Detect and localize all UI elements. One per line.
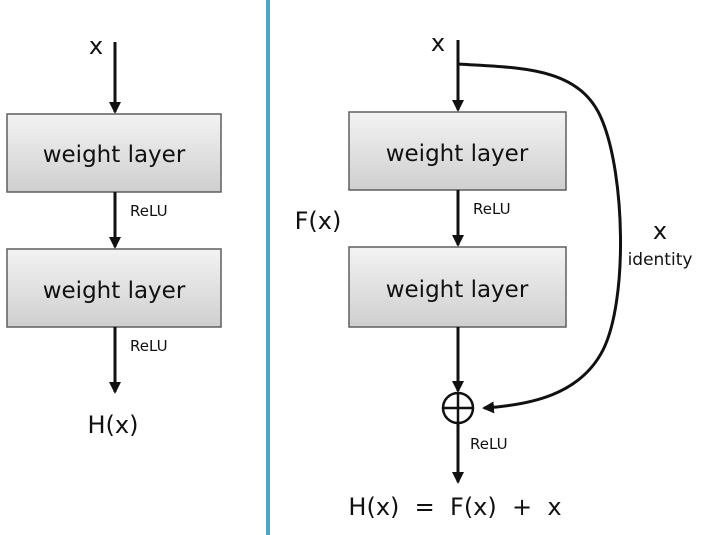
plain-weight-layer-1: weight layer <box>6 113 222 193</box>
residual-block: x weight layer F(x) ReLU weight layer x … <box>295 29 693 521</box>
shortcut-identity-label: identity <box>628 250 693 270</box>
residual-weight-layer-1-label: weight layer <box>386 141 529 167</box>
plain-relu-1-label: ReLU <box>130 202 168 220</box>
residual-weight-layer-2-label: weight layer <box>386 277 529 303</box>
residual-output-equation: H(x) = F(x) + x <box>348 493 561 521</box>
plain-relu-2-label: ReLU <box>130 337 168 355</box>
identity-shortcut-arrow <box>457 62 622 414</box>
residual-relu-after-sum-label: ReLU <box>470 435 508 453</box>
residual-weight-layer-2: weight layer <box>348 246 567 328</box>
plain-weight-layer-2: weight layer <box>6 248 222 328</box>
residual-weight-layer-1: weight layer <box>348 111 567 191</box>
residual-fx-label: F(x) <box>295 207 342 235</box>
shortcut-x-label: x <box>653 217 667 245</box>
plain-weight-layer-1-label: weight layer <box>43 142 186 168</box>
residual-input-label: x <box>431 29 445 57</box>
plain-output-label: H(x) <box>88 411 139 439</box>
plain-input-label: x <box>89 32 103 60</box>
residual-relu-1-label: ReLU <box>473 200 511 218</box>
circle-plus-icon <box>441 391 475 425</box>
plain-block: x weight layer ReLU weight layer ReLU H(… <box>6 32 222 439</box>
plain-weight-layer-2-label: weight layer <box>43 278 186 304</box>
